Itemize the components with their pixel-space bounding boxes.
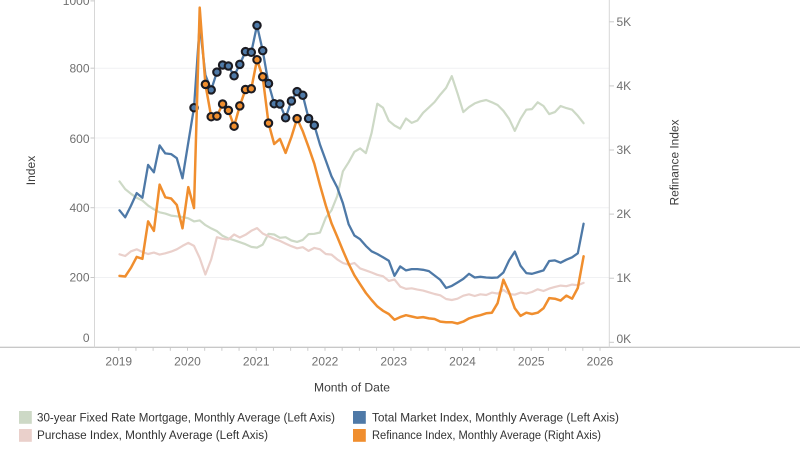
svg-text:Purchase Index, Monthly Averag: Purchase Index, Monthly Average (Left Ax…	[37, 428, 268, 442]
svg-text:2020: 2020	[174, 355, 201, 369]
svg-text:Total Market Index, Monthly Av: Total Market Index, Monthly Average (Lef…	[372, 411, 619, 425]
svg-text:2K: 2K	[617, 207, 632, 221]
svg-text:2026: 2026	[587, 355, 614, 369]
svg-text:0: 0	[83, 331, 90, 345]
svg-text:2023: 2023	[380, 355, 407, 369]
svg-text:Refinance Index, Monthly Avera: Refinance Index, Monthly Average (Right …	[372, 428, 601, 442]
svg-text:400: 400	[69, 201, 89, 215]
svg-text:2021: 2021	[243, 355, 270, 369]
svg-text:2025: 2025	[518, 355, 545, 369]
svg-text:Month of Date: Month of Date	[314, 380, 390, 394]
svg-text:1000: 1000	[63, 0, 90, 8]
svg-text:0K: 0K	[617, 332, 632, 346]
svg-text:1K: 1K	[617, 271, 632, 285]
svg-text:600: 600	[69, 132, 89, 146]
svg-text:Refinance Index: Refinance Index	[668, 119, 682, 206]
svg-text:800: 800	[69, 61, 89, 75]
svg-text:2022: 2022	[312, 355, 339, 369]
svg-text:4K: 4K	[617, 79, 632, 93]
svg-text:Index: Index	[24, 155, 38, 185]
svg-text:5K: 5K	[617, 15, 632, 29]
svg-text:3K: 3K	[617, 143, 632, 157]
svg-text:200: 200	[69, 270, 89, 284]
svg-text:30-year Fixed Rate Mortgage, M: 30-year Fixed Rate Mortgage, Monthly Ave…	[37, 411, 335, 425]
svg-text:2024: 2024	[449, 355, 476, 369]
svg-text:2019: 2019	[105, 355, 132, 369]
